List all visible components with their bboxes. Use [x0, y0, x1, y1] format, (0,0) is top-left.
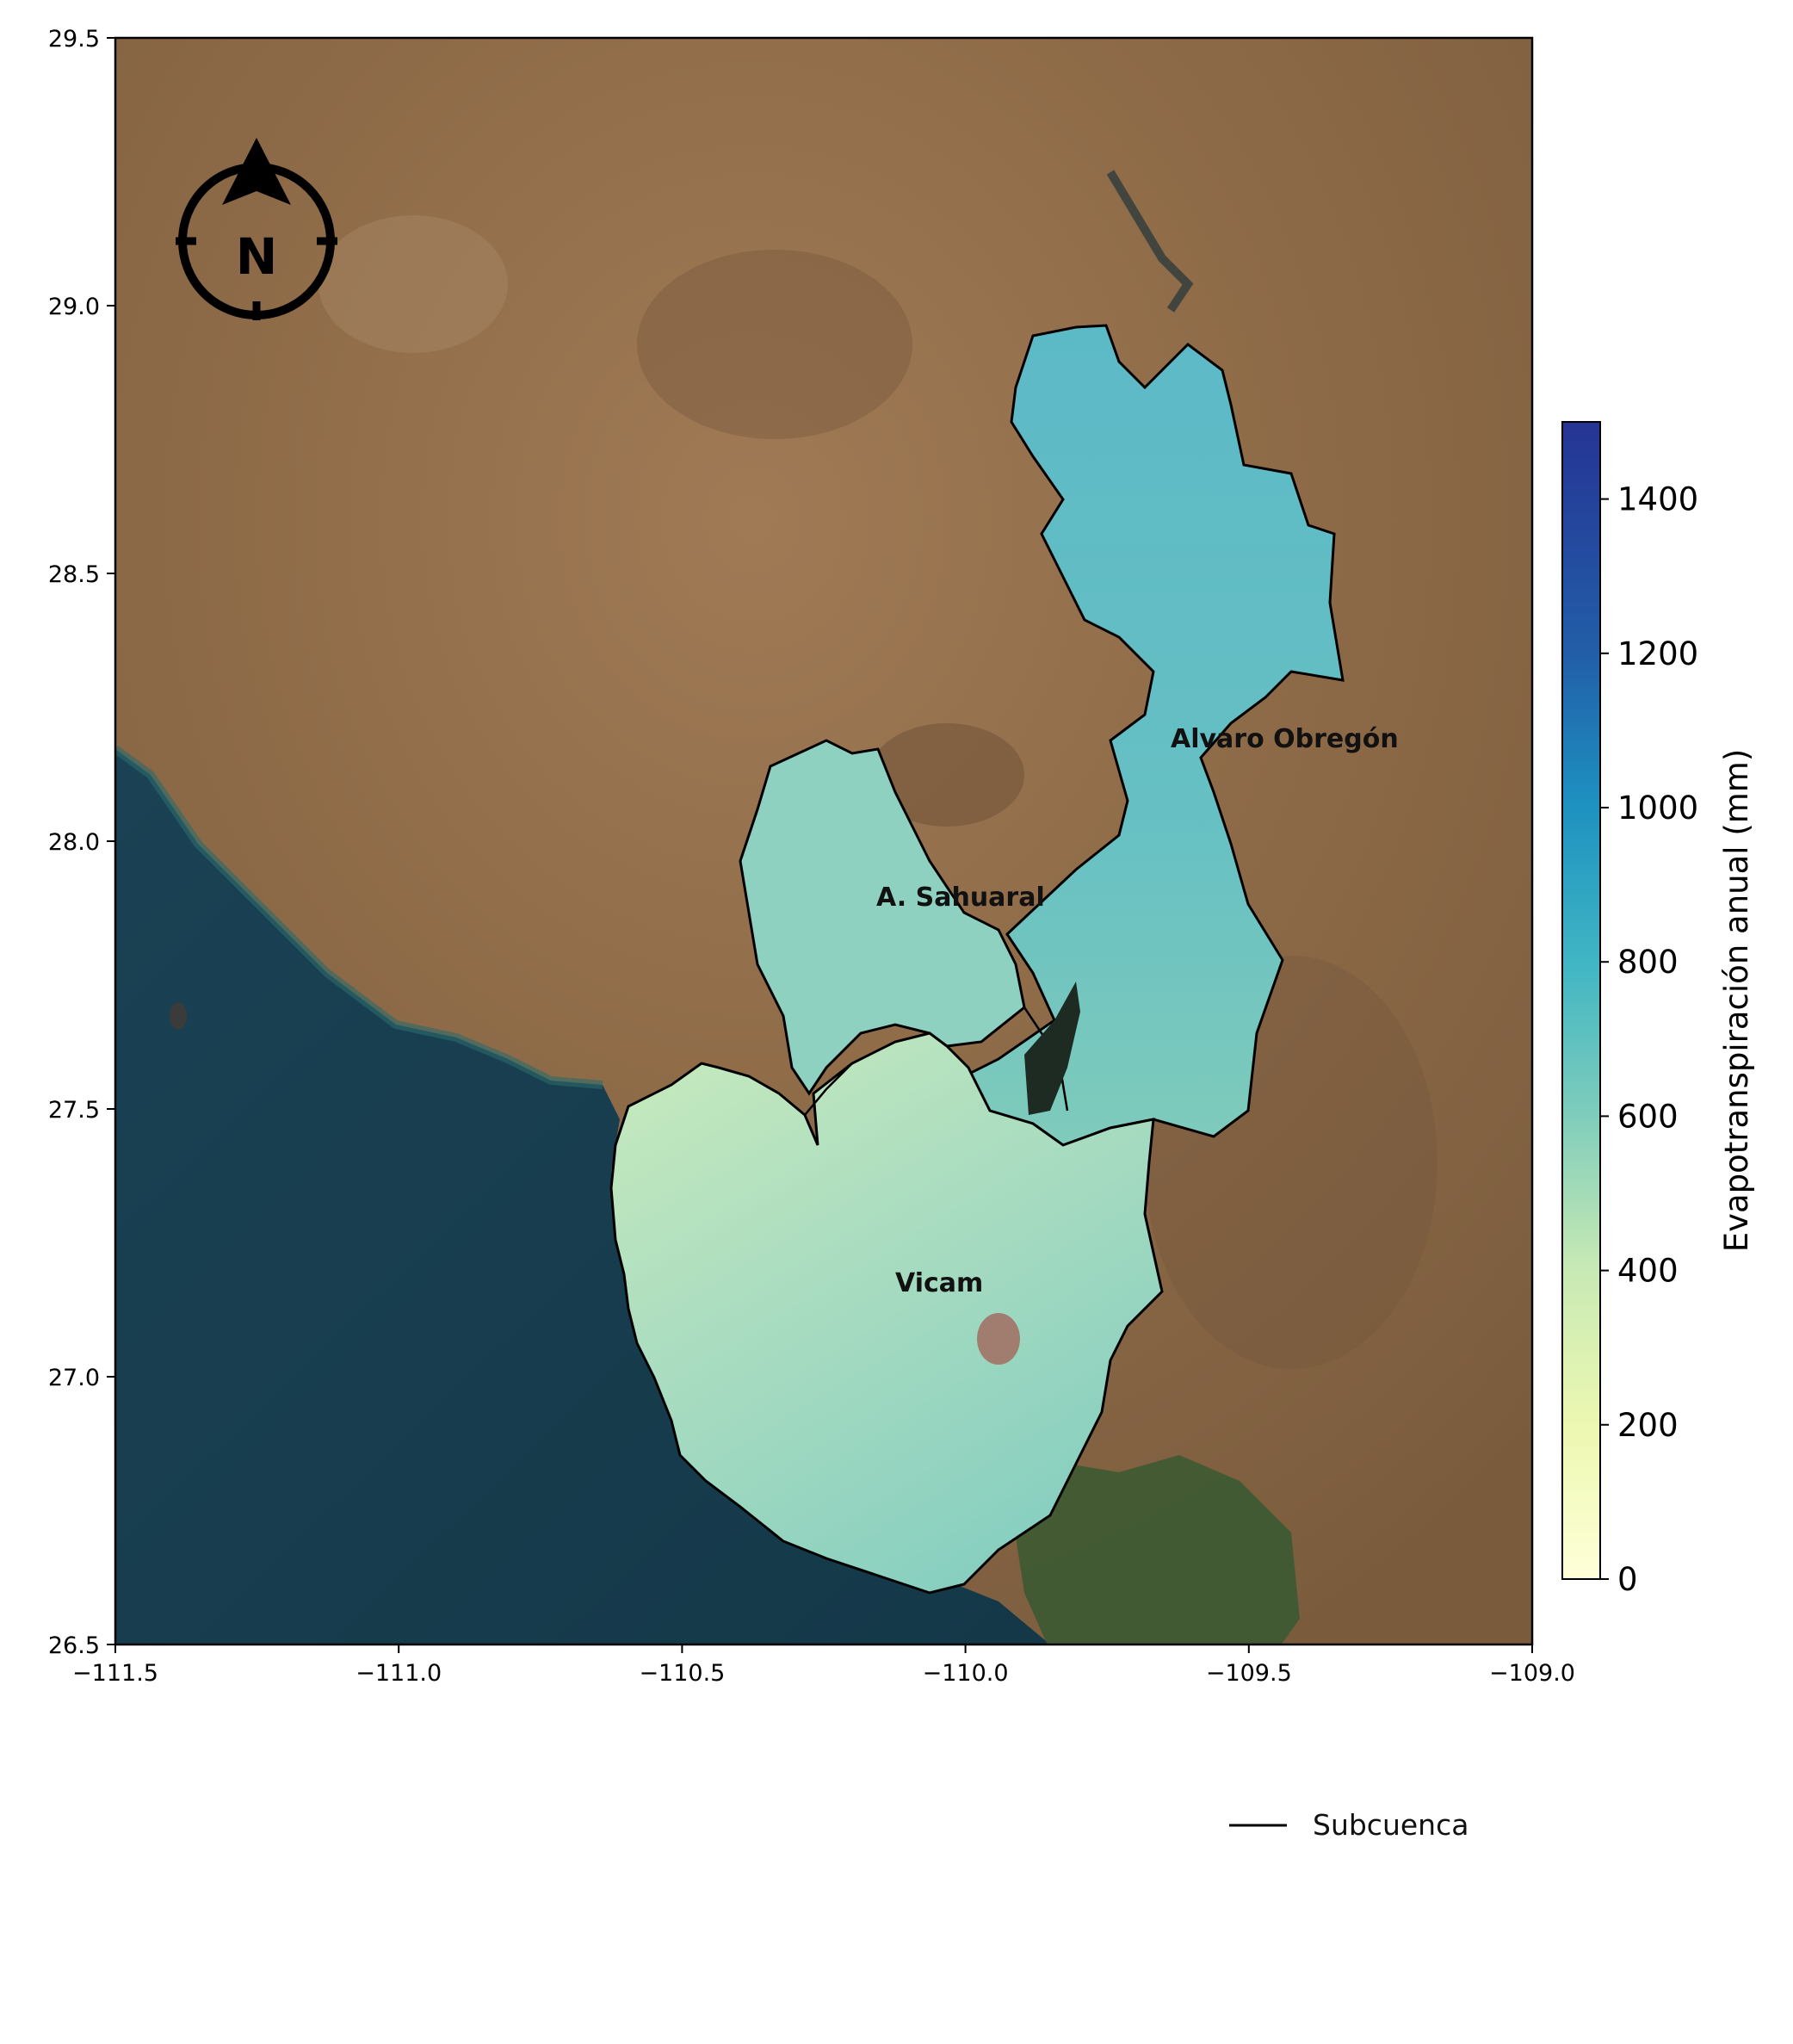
- region-label-vicam: Vicam: [895, 1268, 983, 1298]
- sea: [115, 749, 1050, 1644]
- legend: Subcuenca: [1215, 1799, 1487, 1851]
- y-tick-label: 28.5: [48, 561, 100, 588]
- x-tick-label: −111.0: [356, 1660, 442, 1687]
- colorbar-tick-label: 0: [1617, 1561, 1638, 1598]
- colorbar-tick-label: 800: [1617, 944, 1679, 981]
- colorbar: 0 200 400 600 800 1000 1200 1400 Evapotranspira…: [1561, 421, 1755, 1598]
- x-tick-label: −111.5: [72, 1660, 158, 1687]
- legend-label: Subcuenca: [1313, 1808, 1468, 1842]
- subbasin-vicam: [609, 1031, 1164, 1595]
- x-tick-label: −110.0: [923, 1660, 1009, 1687]
- colorbar-tick-label: 1400: [1617, 481, 1698, 518]
- colorbar-tick-label: 1200: [1617, 635, 1698, 672]
- bare-patch: [977, 1313, 1020, 1365]
- region-label-alvaro-obregon: Alvaro Obregón: [1171, 724, 1399, 754]
- irrigated-area: [1007, 1455, 1300, 1644]
- x-tick-label: −110.5: [639, 1660, 725, 1687]
- y-tick-label: 27.0: [48, 1365, 100, 1391]
- colorbar-tick-label: 200: [1617, 1407, 1679, 1444]
- y-axis: 29.5 29.0 28.5 28.0 27.5 27.0 26.5: [48, 26, 115, 1659]
- y-tick-label: 27.5: [48, 1097, 100, 1124]
- x-tick-label: −109.5: [1206, 1660, 1292, 1687]
- svg-text:N: N: [236, 227, 278, 286]
- dark-patch: [1024, 982, 1080, 1115]
- region-label-a-sahuaral: A. Sahuaral: [876, 883, 1045, 913]
- subbasin-alvaro-obregon: [943, 324, 1345, 1147]
- x-tick-label: −109.0: [1489, 1660, 1575, 1687]
- colorbar-tick-label: 600: [1617, 1098, 1679, 1135]
- north-arrow-icon: N: [176, 138, 337, 320]
- y-tick-label: 29.0: [48, 294, 100, 320]
- y-tick-label: 28.0: [48, 829, 100, 856]
- colorbar-tick-label: 1000: [1617, 790, 1698, 827]
- colorbar-label: Evapotranspiración anual (mm): [1718, 749, 1755, 1253]
- x-axis: −111.5 −111.0 −110.5 −110.0 −109.5 −109.0: [72, 1644, 1575, 1687]
- y-tick-label: 26.5: [48, 1632, 100, 1659]
- colorbar-tick-label: 400: [1617, 1253, 1679, 1290]
- y-tick-label: 29.5: [48, 26, 100, 53]
- colorbar-ticks: 0 200 400 600 800 1000 1200 1400: [1600, 481, 1698, 1598]
